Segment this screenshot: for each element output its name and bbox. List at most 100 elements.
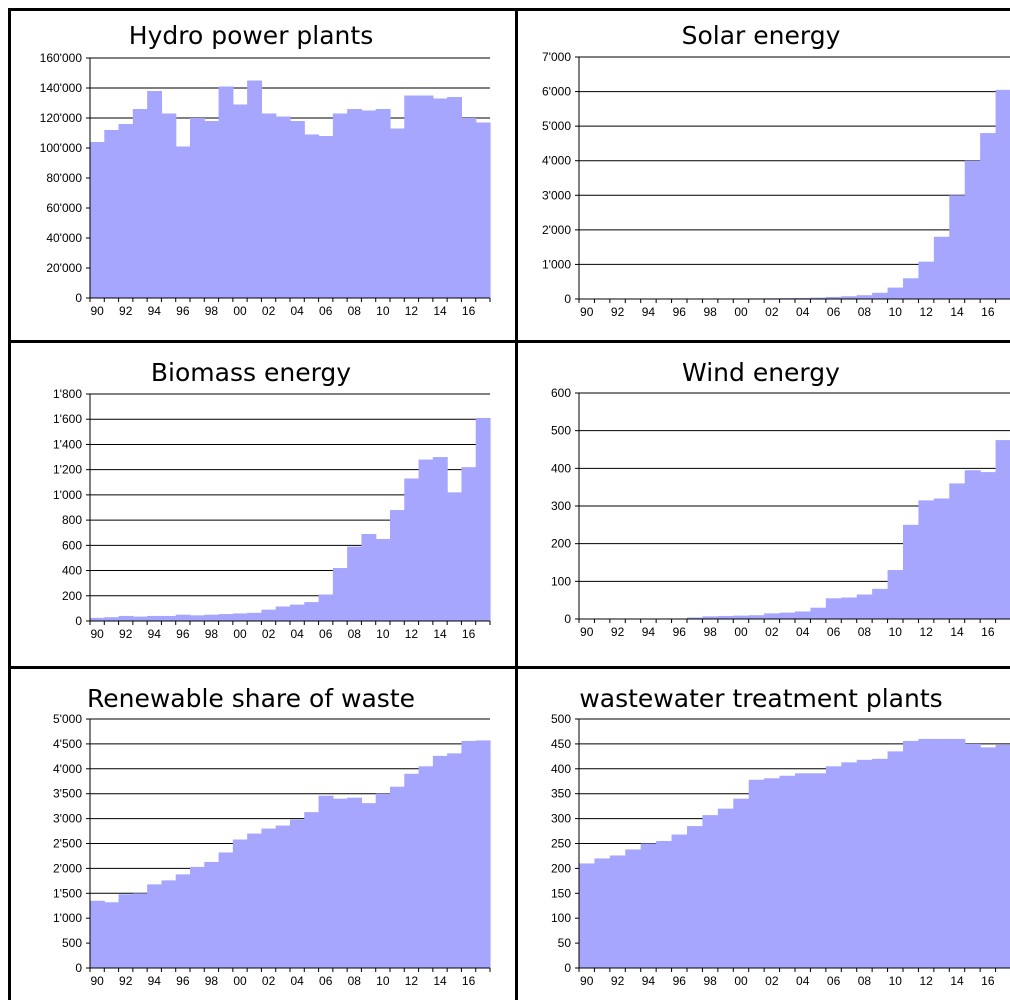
- x-tick-label: 96: [176, 974, 190, 988]
- x-tick-label: 14: [950, 974, 964, 988]
- data-bar: [304, 812, 319, 968]
- data-bar: [687, 826, 703, 968]
- data-bar: [965, 744, 981, 968]
- data-bar: [826, 766, 842, 968]
- x-tick-label: 06: [827, 974, 841, 988]
- x-tick-label: 92: [119, 974, 133, 988]
- x-tick-label: 98: [703, 305, 717, 319]
- data-bar: [90, 901, 105, 968]
- data-bar: [857, 295, 873, 299]
- x-tick-label: 02: [262, 974, 276, 988]
- frame-vertical-divider: [515, 8, 518, 1000]
- x-tick-label: 02: [765, 305, 779, 319]
- data-bar: [749, 615, 765, 619]
- x-tick-label: 04: [290, 627, 304, 641]
- data-bar: [376, 109, 391, 298]
- data-bar: [841, 762, 857, 968]
- data-bar: [176, 874, 191, 968]
- data-bar: [996, 440, 1010, 619]
- y-tick-label: 200: [551, 861, 571, 875]
- x-tick-label: 04: [796, 625, 810, 639]
- x-tick-label: 90: [90, 304, 104, 318]
- data-bar: [996, 90, 1010, 299]
- data-bar: [795, 611, 811, 619]
- data-bar: [204, 615, 219, 621]
- data-bar: [390, 787, 405, 968]
- x-tick-label: 94: [642, 305, 656, 319]
- x-tick-label: 14: [433, 974, 447, 988]
- data-bar: [872, 293, 888, 299]
- data-bar: [104, 617, 119, 621]
- data-bar: [133, 109, 148, 298]
- data-bar: [161, 114, 176, 299]
- x-tick-label: 16: [462, 974, 476, 988]
- x-tick-label: 98: [703, 974, 717, 988]
- data-bar: [133, 893, 148, 968]
- data-bar: [749, 780, 765, 968]
- x-tick-label: 10: [889, 305, 903, 319]
- y-tick-label: 0: [75, 961, 82, 975]
- data-bar: [461, 467, 476, 621]
- y-tick-label: 450: [551, 737, 571, 751]
- data-bar: [119, 124, 134, 298]
- x-tick-label: 04: [796, 974, 810, 988]
- data-bar: [610, 855, 626, 968]
- data-bar: [190, 867, 205, 968]
- data-bar: [419, 96, 434, 299]
- data-bar: [304, 602, 319, 621]
- x-tick-label: 12: [919, 974, 933, 988]
- data-bar: [980, 747, 996, 968]
- x-tick-label: 92: [611, 974, 625, 988]
- x-tick-label: 10: [889, 625, 903, 639]
- data-bar: [190, 615, 205, 621]
- y-tick-label: 3'000: [53, 812, 82, 826]
- x-tick-label: 90: [580, 305, 594, 319]
- data-bar: [903, 741, 919, 968]
- x-tick-label: 00: [734, 625, 748, 639]
- x-tick-label: 94: [148, 304, 162, 318]
- x-tick-label: 90: [580, 974, 594, 988]
- y-tick-label: 4'000: [542, 154, 571, 168]
- data-bar: [826, 598, 842, 619]
- data-bar: [319, 136, 334, 298]
- data-bar: [965, 470, 981, 619]
- y-tick-label: 400: [551, 762, 571, 776]
- data-bar: [795, 773, 811, 968]
- y-tick-label: 500: [551, 712, 571, 726]
- data-bar: [702, 815, 718, 968]
- y-tick-label: 1'000: [542, 257, 571, 271]
- frame-row-divider-1: [8, 340, 1010, 343]
- y-tick-label: 0: [564, 612, 571, 626]
- data-bar: [161, 880, 176, 968]
- data-bar: [888, 570, 904, 619]
- x-tick-label: 94: [148, 974, 162, 988]
- y-tick-label: 200: [551, 537, 571, 551]
- data-bar: [718, 809, 734, 968]
- data-bar: [949, 739, 965, 968]
- y-tick-label: 400: [62, 564, 82, 578]
- chart-waste: 05001'0001'5002'0002'5003'0003'5004'0004…: [11, 670, 515, 1000]
- data-bar: [857, 595, 873, 619]
- y-tick-label: 0: [564, 292, 571, 306]
- data-bar: [276, 117, 291, 299]
- data-bar: [780, 613, 796, 619]
- data-bar: [903, 525, 919, 619]
- y-tick-label: 1'000: [53, 488, 82, 502]
- x-tick-label: 12: [405, 627, 419, 641]
- y-tick-label: 100: [551, 574, 571, 588]
- data-bar: [934, 237, 950, 299]
- data-bar: [965, 161, 981, 299]
- data-bar: [433, 756, 448, 968]
- data-bar: [419, 766, 434, 968]
- data-bar: [147, 884, 162, 968]
- y-tick-label: 5'000: [53, 712, 82, 726]
- x-tick-label: 96: [176, 627, 190, 641]
- x-tick-label: 06: [319, 627, 333, 641]
- data-bar: [119, 894, 134, 968]
